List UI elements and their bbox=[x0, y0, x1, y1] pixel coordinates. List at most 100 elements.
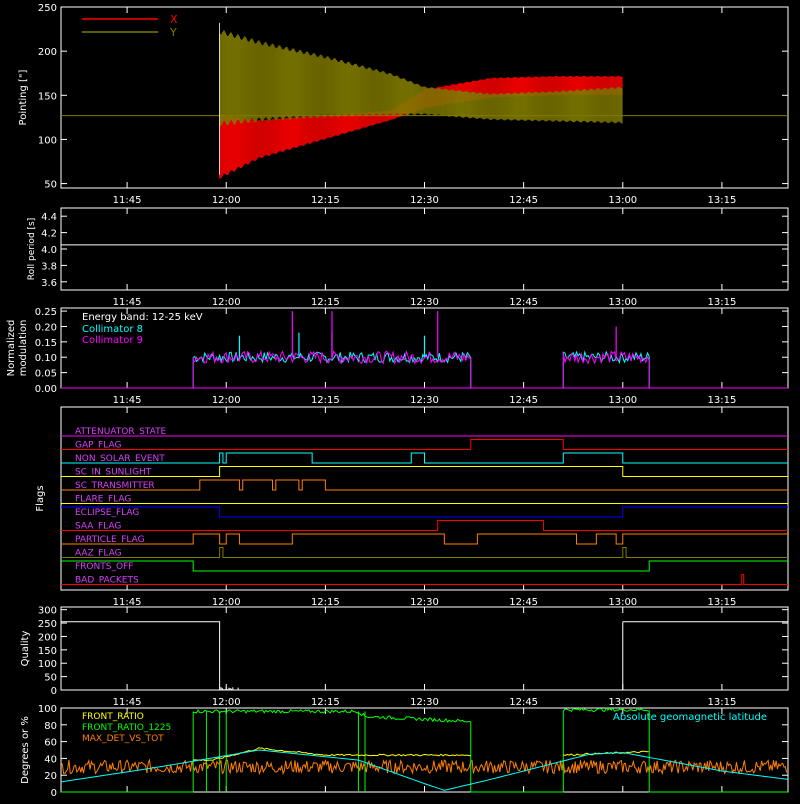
y-tick-label: 150 bbox=[38, 91, 57, 102]
x-tick-label: 11:45 bbox=[113, 395, 142, 406]
y-tick-label: 200 bbox=[38, 632, 57, 643]
x-tick-label: 12:30 bbox=[410, 697, 439, 708]
x-tick-label: 11:45 bbox=[113, 297, 142, 308]
x-tick-label: 13:00 bbox=[608, 697, 637, 708]
x-tick-label: 12:45 bbox=[509, 297, 538, 308]
flag-label-sc-transmitter: SC_TRANSMITTER bbox=[75, 481, 155, 491]
flag-trace-particle-flag bbox=[61, 533, 788, 545]
y-tick-label: 3.8 bbox=[41, 261, 57, 272]
ylabel-quality: Quality bbox=[20, 631, 31, 667]
x-tick-label: 12:45 bbox=[509, 597, 538, 608]
x-tick-label: 12:00 bbox=[212, 597, 241, 608]
quality-trace bbox=[61, 621, 789, 691]
x-tick-label: 12:15 bbox=[311, 697, 340, 708]
legend-label-y: Y bbox=[169, 26, 177, 39]
front-ratio-1225-trace bbox=[61, 707, 788, 793]
ylabel-flags: Flags bbox=[35, 485, 46, 511]
y-tick-label: 0.25 bbox=[35, 307, 57, 318]
series-collimator-9 bbox=[192, 311, 650, 388]
x-tick-label: 13:15 bbox=[707, 597, 736, 608]
y-tick-label: 80 bbox=[44, 721, 57, 732]
flag-trace-sc-transmitter bbox=[61, 479, 788, 491]
flag-label-bad-packets: BAD_PACKETS bbox=[75, 576, 139, 586]
y-tick-label: 4.2 bbox=[41, 229, 57, 240]
panel-frame-5 bbox=[60, 606, 789, 691]
y-tick-label: 50 bbox=[44, 673, 57, 684]
y-tick-label: 250 bbox=[38, 3, 57, 14]
flag-trace-fronts-off bbox=[61, 560, 788, 572]
x-tick-label: 13:00 bbox=[608, 195, 637, 206]
flag-label-flare-flag: FLARE_FLAG bbox=[75, 495, 131, 505]
x-tick-label: 13:00 bbox=[608, 395, 637, 406]
flag-label-saa-flag: SAA_FLAG bbox=[75, 522, 121, 532]
legend-max-det-vs-tot: MAX_DET_VS_TOT bbox=[82, 734, 164, 744]
series-collimator-8 bbox=[192, 332, 650, 389]
flag-label-non-solar-event: NON_SOLAR_EVENT bbox=[75, 454, 165, 464]
flag-trace-eclipse-flag bbox=[61, 506, 788, 518]
legend-front-ratio: FRONT_RATIO bbox=[82, 712, 144, 722]
x-tick-label: 13:15 bbox=[707, 195, 736, 206]
y-tick-label: 0.10 bbox=[35, 353, 57, 364]
geomagnetic-latitude-trace bbox=[60, 749, 789, 791]
x-tick-label: 11:45 bbox=[113, 697, 142, 708]
y-tick-label: 50 bbox=[44, 180, 57, 191]
x-tick-label: 11:45 bbox=[113, 597, 142, 608]
y-tick-label: 60 bbox=[44, 738, 57, 749]
modulation-trace bbox=[192, 349, 472, 388]
x-tick-label: 12:00 bbox=[212, 297, 241, 308]
legend-geomagnetic-latitude: Absolute geomagnetic latitude bbox=[613, 712, 767, 723]
panel-frame-4 bbox=[60, 406, 789, 591]
y-tick-label: 20 bbox=[44, 771, 57, 782]
legend-front-ratio-1225: FRONT_RATIO_1225 bbox=[82, 723, 171, 733]
flag-label-eclipse-flag: ECLIPSE_FLAG bbox=[75, 508, 139, 518]
y-tick-label: 250 bbox=[38, 619, 57, 630]
flag-trace-non-solar-event bbox=[61, 452, 788, 464]
x-tick-label: 11:45 bbox=[113, 195, 142, 206]
y-tick-label: 300 bbox=[38, 606, 57, 617]
legend-collimator-8: Collimator 8 bbox=[82, 324, 143, 335]
x-tick-label: 12:30 bbox=[410, 297, 439, 308]
modulation-trace bbox=[562, 350, 650, 388]
modulation-trace bbox=[562, 350, 650, 388]
flag-trace-aaz-flag bbox=[61, 547, 788, 558]
flag-label-particle-flag: PARTICLE_FLAG bbox=[75, 535, 145, 545]
x-tick-label: 12:45 bbox=[509, 697, 538, 708]
y-tick-label: 4.0 bbox=[41, 245, 57, 256]
y-tick-label: 100 bbox=[38, 704, 57, 715]
flag-label-attenuator-state: ATTENUATOR_STATE bbox=[75, 427, 167, 437]
x-tick-label: 12:15 bbox=[311, 395, 340, 406]
y-tick-label: 0.00 bbox=[35, 384, 57, 395]
flag-label-sc-in-sunlight: SC_IN_SUNLIGHT bbox=[75, 468, 152, 478]
y-tick-label: 40 bbox=[44, 754, 57, 765]
energy-band-annotation: Energy band: 12-25 keV bbox=[82, 312, 203, 323]
legend-label-x: X bbox=[170, 13, 178, 26]
x-tick-label: 13:15 bbox=[707, 697, 736, 708]
x-tick-label: 12:30 bbox=[410, 395, 439, 406]
flag-trace-saa-flag bbox=[61, 520, 788, 531]
y-tick-label: 0 bbox=[51, 686, 57, 697]
x-tick-label: 12:15 bbox=[311, 297, 340, 308]
flag-label-aaz-flag: AAZ_FLAG bbox=[75, 549, 122, 559]
panel-frame-2 bbox=[60, 207, 789, 291]
y-tick-label: 0.15 bbox=[35, 338, 57, 349]
flag-trace-gap-flag bbox=[61, 439, 788, 450]
flag-label-fronts-off: FRONTS_OFF bbox=[75, 562, 133, 572]
ylabel-pointing: Pointing ["] bbox=[18, 69, 29, 125]
y-tick-label: 100 bbox=[38, 135, 57, 146]
x-tick-label: 13:00 bbox=[608, 297, 637, 308]
x-tick-label: 13:15 bbox=[707, 297, 736, 308]
y-tick-label: 0 bbox=[51, 788, 57, 799]
max-det-vs-tot-trace bbox=[60, 758, 788, 776]
y-tick-label: 100 bbox=[38, 659, 57, 670]
x-tick-label: 12:45 bbox=[509, 195, 538, 206]
x-tick-label: 12:15 bbox=[311, 597, 340, 608]
x-tick-label: 12:30 bbox=[410, 597, 439, 608]
ylabel-modulation-2: modulation bbox=[18, 320, 29, 377]
y-tick-label: 0.05 bbox=[35, 369, 57, 380]
y-tick-label: 3.6 bbox=[41, 278, 57, 289]
x-tick-label: 12:00 bbox=[212, 195, 241, 206]
y-tick-label: 4.4 bbox=[41, 212, 57, 223]
y-tick-label: 0.20 bbox=[35, 322, 57, 333]
flag-label-gap-flag: GAP_FLAG bbox=[75, 441, 121, 451]
